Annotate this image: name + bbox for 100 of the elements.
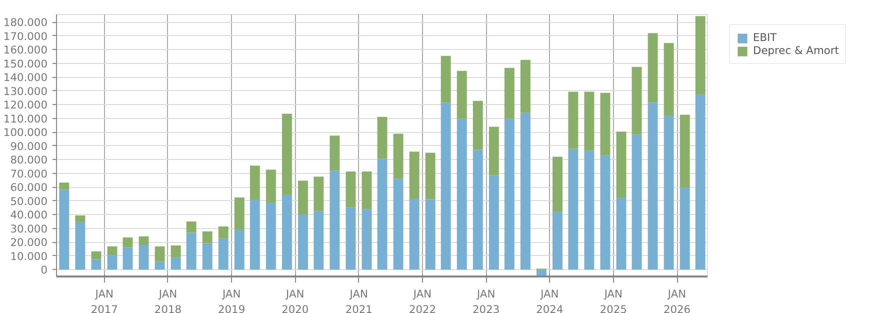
bar xyxy=(488,175,499,270)
bar xyxy=(59,190,70,270)
bar xyxy=(440,102,451,270)
x-tick-label: JAN 2019 xyxy=(218,288,246,313)
bar xyxy=(138,245,149,270)
bar xyxy=(282,114,292,195)
y-tick-label: 60.000 xyxy=(10,181,48,194)
bar xyxy=(266,170,276,203)
bar xyxy=(75,215,86,222)
y-tick-label: 100.000 xyxy=(3,126,48,140)
bar xyxy=(425,152,436,200)
y-tick-label: 50.000 xyxy=(10,194,48,208)
bar xyxy=(600,155,610,270)
bar xyxy=(600,92,610,156)
bar xyxy=(314,211,324,270)
bar xyxy=(680,188,690,270)
y-tick-label: 40.000 xyxy=(10,208,48,222)
bar xyxy=(456,70,467,119)
bar xyxy=(552,156,562,212)
y-tick-label: 180.000 xyxy=(3,16,48,30)
bar xyxy=(504,118,514,270)
bar xyxy=(425,199,436,270)
y-tick-label: 140.000 xyxy=(3,71,48,84)
x-tick-label: JAN 2026 xyxy=(663,288,691,313)
bar xyxy=(377,116,388,159)
bar xyxy=(362,172,372,210)
bar xyxy=(75,221,86,270)
y-tick-label: 20.000 xyxy=(10,236,48,250)
bar xyxy=(695,16,706,95)
y-tick-label: 130.000 xyxy=(3,84,48,98)
bar xyxy=(91,251,102,260)
x-tick-label: JAN 2023 xyxy=(472,288,500,313)
bar xyxy=(584,92,594,151)
y-tick-label: 80.000 xyxy=(10,154,48,167)
bar xyxy=(138,236,149,246)
bar xyxy=(568,148,578,270)
bar xyxy=(91,259,102,270)
bar xyxy=(330,136,340,171)
y-tick-label: 120.000 xyxy=(3,98,48,112)
bar xyxy=(170,245,181,258)
bar xyxy=(504,68,514,119)
y-tick-label: 90.000 xyxy=(10,140,48,153)
bar xyxy=(632,66,642,135)
bar xyxy=(393,134,404,179)
bar xyxy=(664,115,674,270)
y-tick-label: 0 xyxy=(40,264,48,277)
bar xyxy=(616,198,626,270)
bar xyxy=(632,134,642,270)
y-tick-label: 110.000 xyxy=(3,112,48,126)
bar xyxy=(440,56,451,103)
y-tick-label: 30.000 xyxy=(10,222,48,236)
bar xyxy=(616,132,626,198)
bar xyxy=(266,202,276,270)
bar xyxy=(362,209,372,270)
bar xyxy=(107,246,118,256)
bar xyxy=(186,232,196,270)
bar xyxy=(552,211,562,270)
bar xyxy=(234,198,244,230)
legend-label: Deprec & Amort xyxy=(753,44,839,57)
bar xyxy=(520,112,530,270)
bar xyxy=(409,152,420,199)
x-tick-label: JAN 2018 xyxy=(154,288,182,313)
bar xyxy=(409,198,420,270)
bar xyxy=(584,150,594,270)
bar xyxy=(170,257,181,270)
x-tick-label: JAN 2025 xyxy=(600,288,627,313)
bar xyxy=(186,221,196,233)
bar xyxy=(536,270,546,276)
bar xyxy=(218,238,228,270)
bar xyxy=(472,150,483,270)
legend-label: EBIT xyxy=(753,31,777,44)
bar xyxy=(648,33,658,103)
bar xyxy=(393,178,404,270)
bar xyxy=(154,246,165,262)
bar xyxy=(250,199,260,270)
bar xyxy=(154,261,165,270)
y-tick-label: 170.000 xyxy=(3,30,48,43)
bar xyxy=(456,118,467,270)
x-tick-label: JAN 2020 xyxy=(282,288,309,313)
bar xyxy=(282,194,292,270)
y-tick-label: 160.000 xyxy=(3,44,48,57)
bar xyxy=(472,100,483,150)
bar xyxy=(234,229,244,270)
bar xyxy=(346,172,356,208)
bar xyxy=(314,176,324,212)
x-tick-label: JAN 2022 xyxy=(408,288,436,313)
x-tick-label: JAN 2021 xyxy=(345,288,372,313)
bar xyxy=(122,237,133,248)
bar xyxy=(202,243,212,270)
bar xyxy=(298,214,308,270)
bar xyxy=(107,255,118,270)
y-tick-label: 150.000 xyxy=(3,57,48,70)
bar xyxy=(218,226,228,238)
bar xyxy=(59,182,70,190)
bar xyxy=(346,207,356,270)
bar xyxy=(298,180,308,214)
bar xyxy=(250,166,260,200)
bar xyxy=(202,231,212,244)
bar xyxy=(122,247,133,270)
bar xyxy=(648,102,658,270)
